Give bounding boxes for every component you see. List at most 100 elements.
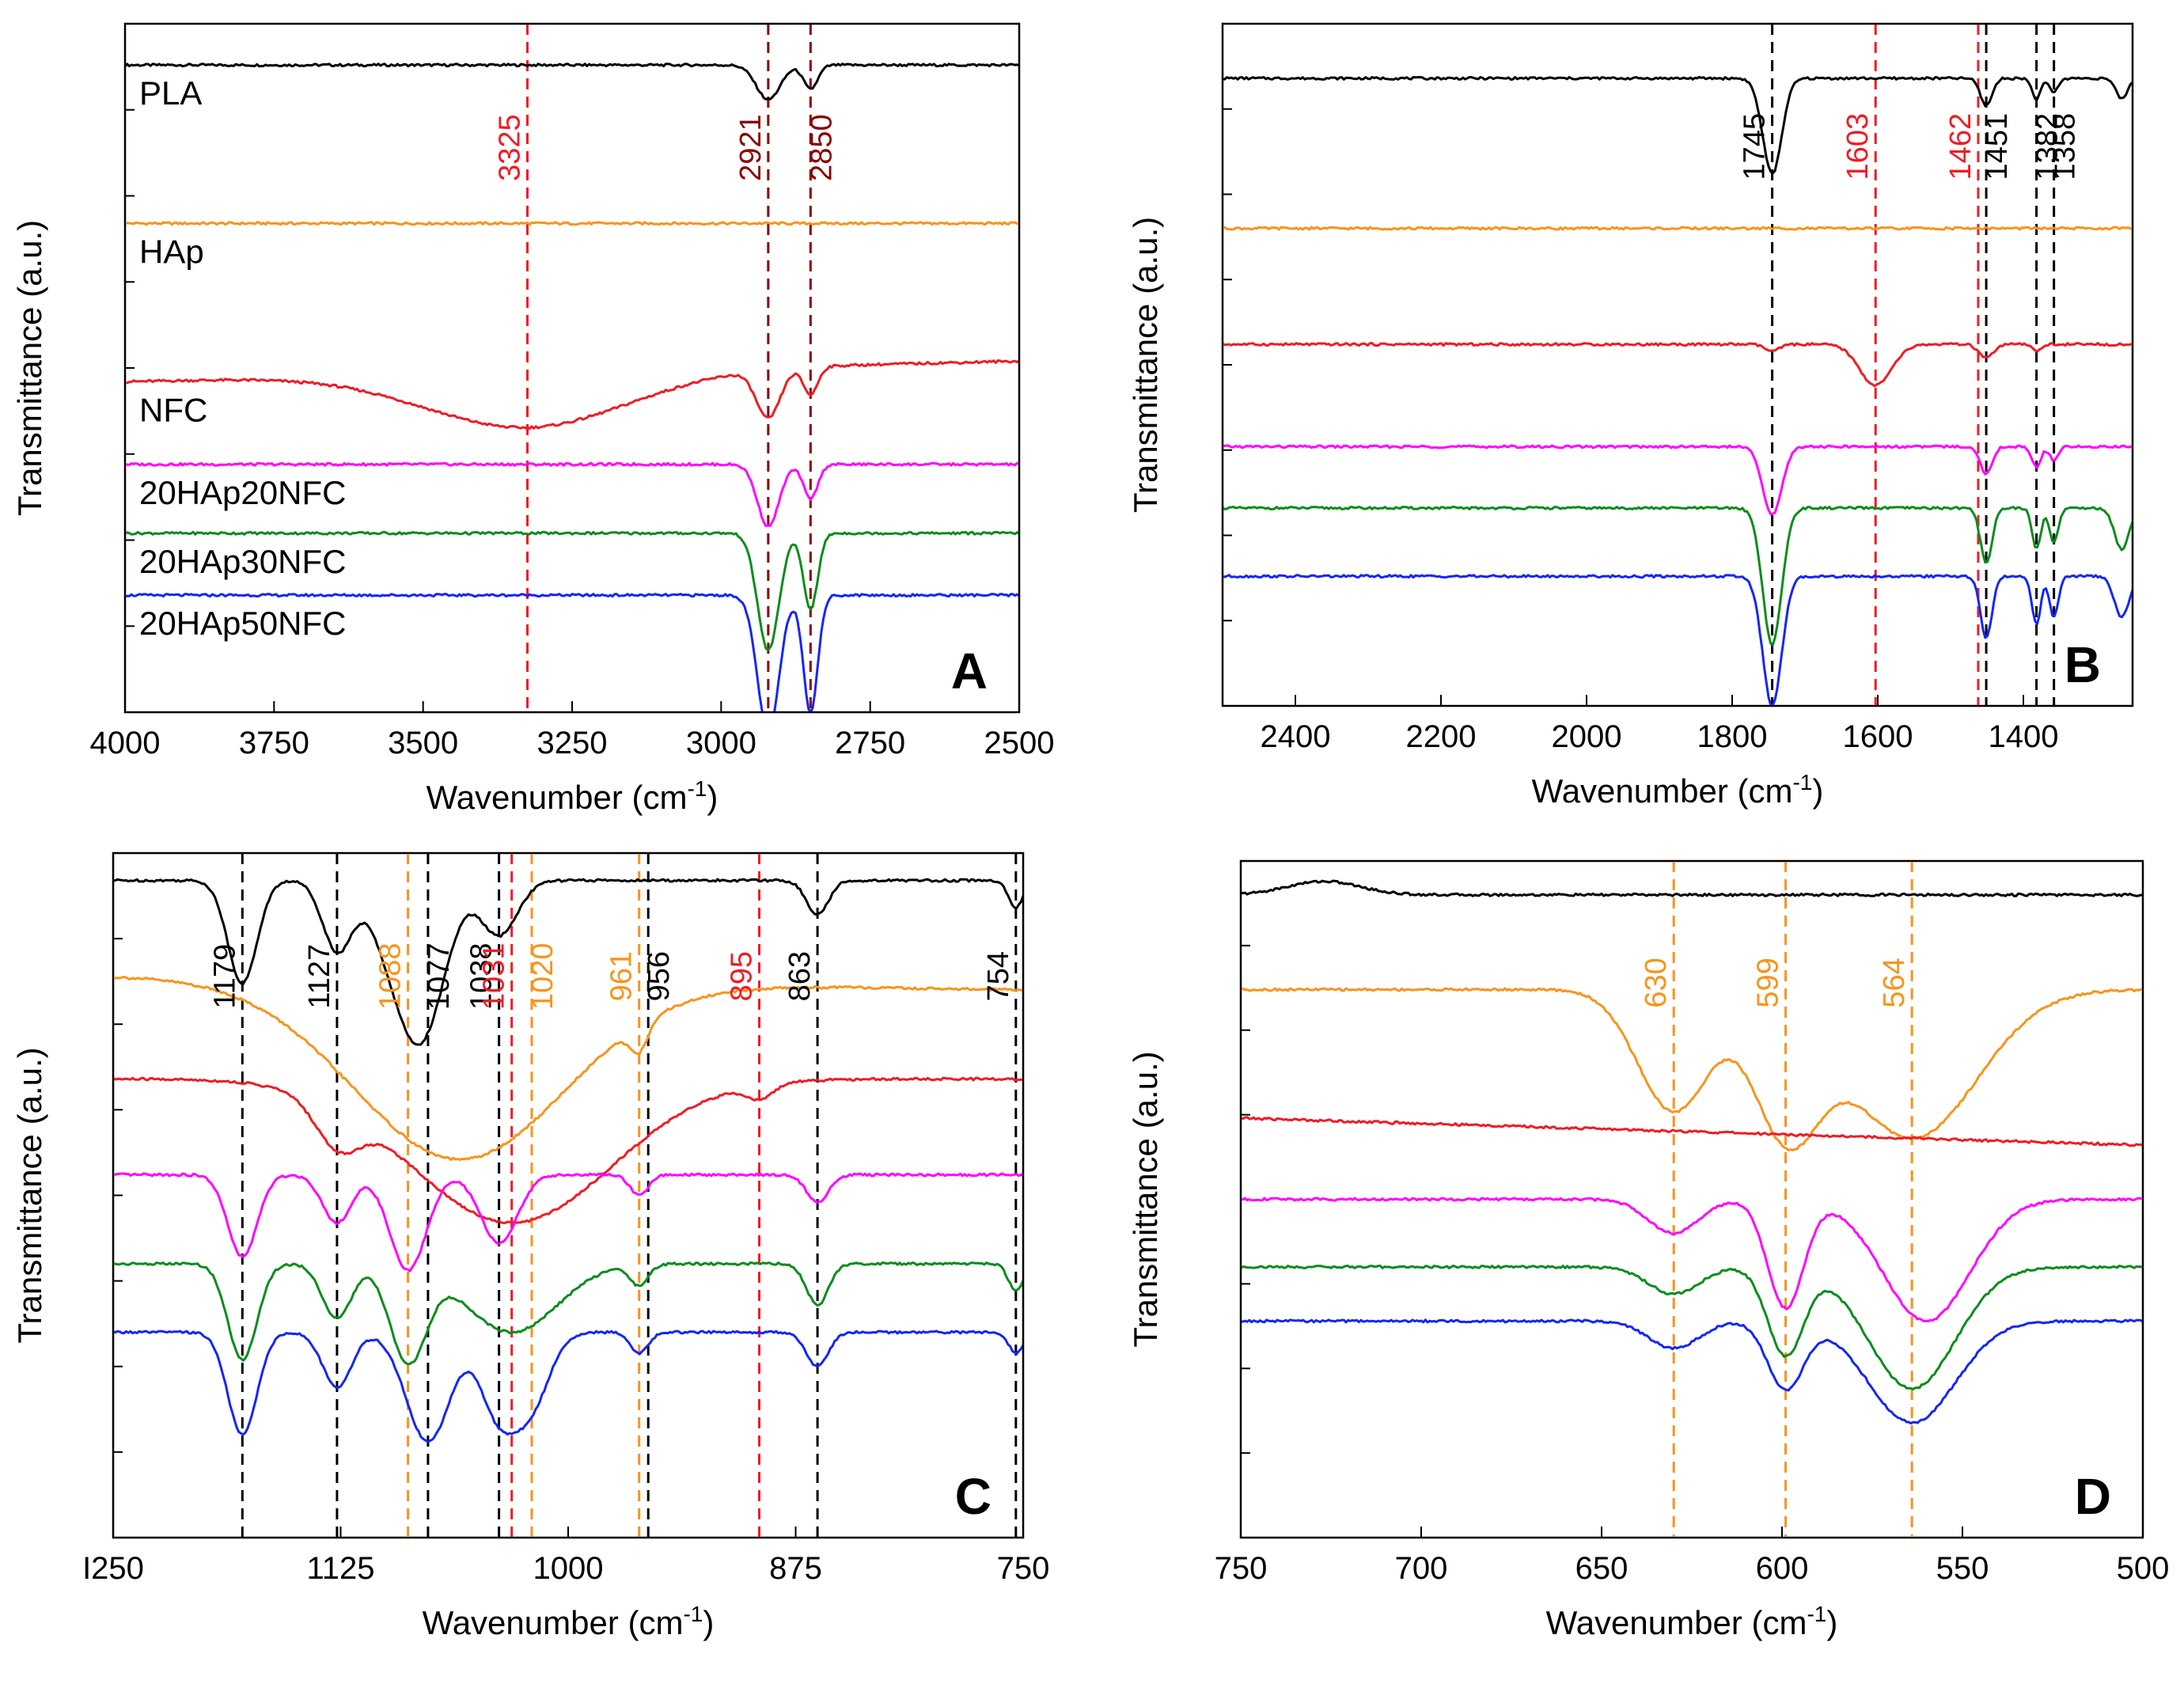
series-20hap50nfc-d — [1242, 1318, 2142, 1425]
x-tick-label-c: 750 — [997, 1551, 1050, 1586]
x-tick-label-d: 550 — [1936, 1551, 1989, 1586]
x-tick-label-b: 1800 — [1697, 719, 1768, 754]
peak-label-630: 630 — [1640, 958, 1673, 1007]
x-tick-label-b: 1600 — [1843, 719, 1913, 754]
x-tick-label-a: 3750 — [239, 726, 309, 760]
series-pla-a — [126, 63, 1018, 101]
series-20hap30nfc-a — [126, 530, 1018, 651]
series-hap-c — [114, 976, 1022, 1162]
x-tick-label-a: 2500 — [984, 726, 1055, 760]
series-hap-a — [126, 221, 1018, 226]
panel-c: I250 1125 1000 875 750 Wavenumber (cm-1) Trans… — [11, 851, 1050, 1641]
x-tick-label-a: 3500 — [388, 726, 458, 760]
peak-label-564: 564 — [1878, 958, 1911, 1007]
x-tick-label-b: 2400 — [1261, 719, 1331, 754]
peak-label-1031: 1031 — [478, 943, 511, 1010]
peak-label-1358: 1358 — [2049, 113, 2082, 180]
peak-label-1077: 1077 — [423, 943, 456, 1010]
x-tick-label-a: 4000 — [90, 726, 161, 760]
y-axis-title-c: Transmittance (a.u.) — [11, 1047, 48, 1343]
peak-label-1462: 1462 — [1944, 113, 1977, 180]
peak-label-895: 895 — [726, 951, 759, 1001]
series-20hap50nfc-a — [126, 593, 1018, 711]
panel-letter-d: D — [2075, 1468, 2111, 1525]
series-nfc-d — [1242, 1116, 2142, 1147]
series-hap-d — [1242, 987, 2142, 1151]
series-label-hap: HAp — [139, 233, 204, 270]
peak-label-1020: 1020 — [526, 943, 559, 1010]
series-20hap20nfc-d — [1242, 1197, 2142, 1322]
panel-d: 750 700 650 600 550 500 Wavenumber (cm-1) Trans… — [1127, 859, 2170, 1641]
series-label-pla: PLA — [139, 74, 202, 112]
series-pla-c — [114, 878, 1022, 1046]
series-hap-b — [1223, 226, 2132, 231]
peak-label-1745: 1745 — [1738, 113, 1772, 180]
series-20hap20nfc-c — [114, 1172, 1022, 1272]
plot-area-b — [1223, 25, 2132, 705]
peak-label-956: 956 — [643, 951, 676, 1001]
plot-area-c — [114, 854, 1022, 1537]
peak-label-1603: 1603 — [1841, 113, 1875, 180]
peak-label-1088: 1088 — [374, 943, 408, 1010]
panel-letter-a: A — [951, 643, 988, 700]
peak-label-754: 754 — [982, 951, 1015, 1001]
peak-label-1127: 1127 — [303, 944, 336, 1009]
x-tick-label-b: 2200 — [1406, 719, 1477, 754]
x-tick-label-d: 600 — [1756, 1551, 1809, 1586]
panel-letter-c: C — [955, 1468, 992, 1525]
series-20hap50nfc-b — [1223, 574, 2132, 705]
panel-letter-b: B — [2065, 636, 2101, 693]
series-pla-b — [1223, 76, 2132, 175]
series-20hap30nfc-c — [114, 1261, 1022, 1366]
series-20hap30nfc-d — [1242, 1265, 2142, 1390]
series-20hap50nfc-c — [114, 1329, 1022, 1443]
x-tick-label-c: 1000 — [533, 1551, 604, 1586]
series-nfc-a — [126, 359, 1018, 430]
x-tick-label-b: 2000 — [1552, 719, 1622, 754]
series-label-20hap20nfc: 20HAp20NFC — [139, 474, 346, 511]
x-axis-title-b: Wavenumber (cm-1) — [1532, 770, 1824, 810]
series-20hap20nfc-a — [126, 461, 1018, 528]
plot-area-a — [126, 25, 1018, 711]
x-tick-label-d: 750 — [1215, 1551, 1268, 1586]
peak-label-863: 863 — [783, 951, 817, 1001]
plot-area-d — [1242, 862, 2142, 1537]
plot-frame-c — [112, 851, 1025, 1539]
y-axis-title-a: Transmittance (a.u.) — [11, 220, 48, 516]
series-20hap30nfc-b — [1223, 506, 2132, 647]
peak-label-1451: 1451 — [1981, 113, 2014, 180]
x-tick-label-a: 3000 — [686, 726, 756, 760]
y-axis-title-b: Transmittance (a.u.) — [1127, 217, 1164, 513]
peak-label-1179: 1179 — [208, 944, 241, 1009]
panel-b: 2400 2200 2000 1800 1600 1400 Wavenumber (cm-1… — [1127, 22, 2134, 810]
y-axis-title-d: Transmittance (a.u.) — [1127, 1051, 1164, 1347]
series-nfc-b — [1223, 342, 2132, 388]
panel-a: 4000 3750 3500 3250 3000 2750 2500 Wavenumber (… — [11, 22, 1055, 816]
peak-label-1038: 1038 — [465, 943, 499, 1010]
series-20hap20nfc-b — [1223, 444, 2132, 516]
x-tick-label-a: 3250 — [537, 726, 608, 760]
x-tick-label-c: 875 — [769, 1551, 822, 1586]
x-axis-title-c: Wavenumber (cm-1) — [423, 1602, 715, 1641]
series-nfc-c — [114, 1076, 1022, 1224]
series-label-nfc: NFC — [139, 391, 207, 428]
peak-label-1382: 1382 — [2031, 113, 2065, 180]
x-axis-title-d: Wavenumber (cm-1) — [1546, 1602, 1838, 1641]
x-tick-label-b: 1400 — [1989, 719, 2059, 754]
peak-label-2921: 2921 — [734, 114, 768, 181]
x-tick-label-c: I250 — [82, 1551, 144, 1586]
peak-label-961: 961 — [605, 951, 639, 1001]
series-label-20hap30nfc: 20HAp30NFC — [139, 543, 346, 580]
peak-label-3325: 3325 — [494, 114, 527, 181]
x-tick-label-d: 500 — [2117, 1551, 2170, 1586]
peak-label-599: 599 — [1752, 958, 1785, 1007]
series-label-20hap50nfc: 20HAp50NFC — [139, 605, 346, 642]
x-axis-title-a: Wavenumber (cm-1) — [427, 776, 719, 816]
series-pla-d — [1242, 879, 2142, 897]
peak-label-2850: 2850 — [805, 114, 838, 181]
x-tick-label-a: 2750 — [835, 726, 905, 760]
x-tick-label-d: 700 — [1395, 1551, 1448, 1586]
x-tick-label-c: 1125 — [306, 1551, 374, 1586]
x-tick-label-d: 650 — [1575, 1551, 1629, 1586]
